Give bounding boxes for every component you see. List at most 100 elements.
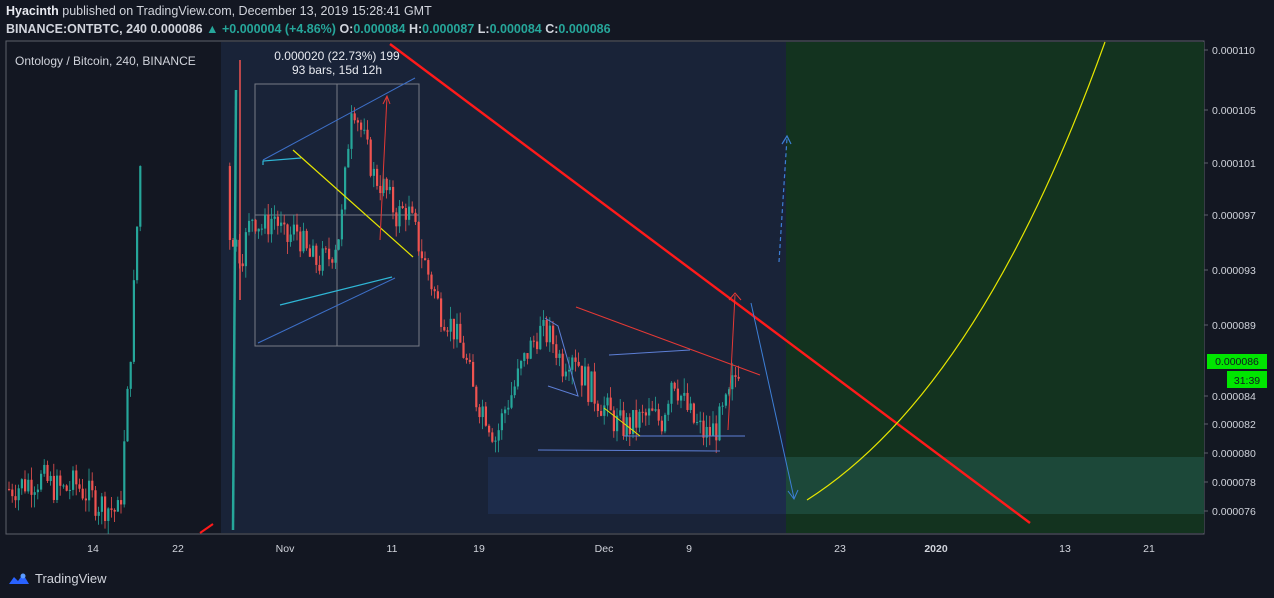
candle-body — [385, 178, 388, 191]
time-tick-label: Nov — [276, 543, 295, 555]
candle-body — [494, 440, 497, 442]
candle-body — [571, 357, 574, 370]
time-axis[interactable]: 14 22 Nov 11 19 Dec 9 23 2020 13 21 — [87, 543, 1155, 555]
candle-body — [280, 222, 283, 226]
candle-body — [49, 475, 52, 482]
candle-body — [641, 411, 644, 413]
candle-body — [488, 425, 491, 433]
candle-body — [81, 488, 84, 499]
price-tick-label: 0.000076 — [1212, 506, 1256, 518]
triangle-lower — [279, 276, 393, 306]
candle-body — [472, 361, 475, 387]
candle-body — [667, 403, 670, 415]
candle-body — [504, 409, 507, 414]
price-tick-label: 0.000110 — [1212, 45, 1255, 57]
candle-body — [600, 411, 603, 416]
target-arrowhead — [787, 489, 799, 500]
candle-body — [292, 224, 295, 235]
candle-body — [94, 490, 97, 516]
candle-body — [452, 318, 455, 340]
candle-body — [721, 405, 724, 407]
candle-body — [20, 479, 23, 489]
wedge-yellow — [603, 407, 641, 437]
candle-body — [283, 222, 286, 225]
candle-body — [632, 410, 635, 434]
candle-body — [686, 392, 689, 410]
candle-body — [36, 489, 39, 493]
candle-body — [11, 489, 14, 497]
candle-body — [440, 298, 443, 327]
candle-body — [680, 395, 683, 401]
candle-body — [443, 326, 446, 331]
chart-title: Ontology / Bitcoin, 240, BINANCE — [15, 54, 196, 68]
candle-body — [558, 353, 561, 358]
candle-body — [516, 368, 519, 387]
candle-body — [414, 212, 417, 222]
candle-body — [312, 245, 315, 257]
candle-body — [539, 325, 542, 350]
close-label: C: — [545, 22, 559, 36]
price-axis[interactable]: 0.000110 0.000105 0.000101 0.000097 0.000093… — [1204, 45, 1256, 518]
candle-body — [500, 413, 503, 431]
candle-body — [408, 206, 411, 220]
time-tick-label: 23 — [834, 543, 846, 555]
breakout-arrow-2 — [727, 294, 736, 431]
candle-body — [536, 341, 539, 350]
timer-badge — [1227, 371, 1267, 388]
candle-body — [664, 414, 667, 432]
candle-body — [75, 470, 78, 485]
candle-body — [577, 361, 580, 366]
candle-body — [552, 325, 555, 345]
breakout-arrowhead-2 — [728, 292, 742, 301]
candle-body — [84, 498, 87, 501]
candle-body — [449, 318, 452, 332]
candle-body — [683, 392, 686, 396]
candle-body — [299, 231, 302, 252]
parabolic-curve — [806, 41, 1106, 501]
candle-body — [734, 375, 737, 377]
candle-body — [379, 185, 382, 194]
candle-body — [462, 342, 465, 358]
time-tick-label: 13 — [1059, 543, 1071, 555]
candle-body — [260, 228, 263, 230]
candle-body — [302, 230, 305, 252]
candle-body — [676, 388, 679, 401]
price-badge — [1207, 354, 1267, 369]
candle-body — [478, 407, 481, 418]
candle-body — [113, 509, 116, 512]
candle-body — [88, 480, 91, 501]
candle-body — [52, 475, 55, 500]
candle-body — [587, 366, 590, 402]
candle-body — [395, 212, 398, 227]
candle-body — [334, 249, 337, 263]
dashed-up-arrowhead — [781, 134, 792, 145]
candle-body — [731, 375, 734, 390]
candle-body — [718, 406, 721, 441]
candle-body — [257, 228, 260, 232]
candle-body — [523, 353, 526, 361]
candle-body — [27, 479, 30, 492]
triangle-yellow — [292, 149, 414, 258]
candle-body — [65, 485, 68, 491]
candle-body — [17, 488, 20, 501]
flag-left — [544, 317, 579, 397]
candle-body — [705, 426, 708, 438]
candle-body — [670, 382, 673, 404]
candle-body — [356, 120, 359, 123]
last-price: 0.000086 — [150, 22, 203, 36]
target-box-extension — [786, 457, 1204, 514]
candle-body — [702, 420, 705, 438]
candle-body — [132, 280, 135, 362]
time-tick-label: 22 — [172, 543, 184, 555]
brand[interactable]: TradingView — [8, 571, 107, 586]
candle-body — [712, 423, 715, 436]
candle-body — [344, 167, 347, 210]
tradingview-logo-icon — [9, 573, 29, 584]
breakout-arrowhead-1 — [382, 94, 391, 105]
time-tick-label: 11 — [387, 543, 398, 555]
time-tick-label: 19 — [473, 543, 485, 555]
candle-body — [123, 441, 126, 505]
candle-body — [436, 291, 439, 299]
channel-top-line — [262, 77, 416, 161]
